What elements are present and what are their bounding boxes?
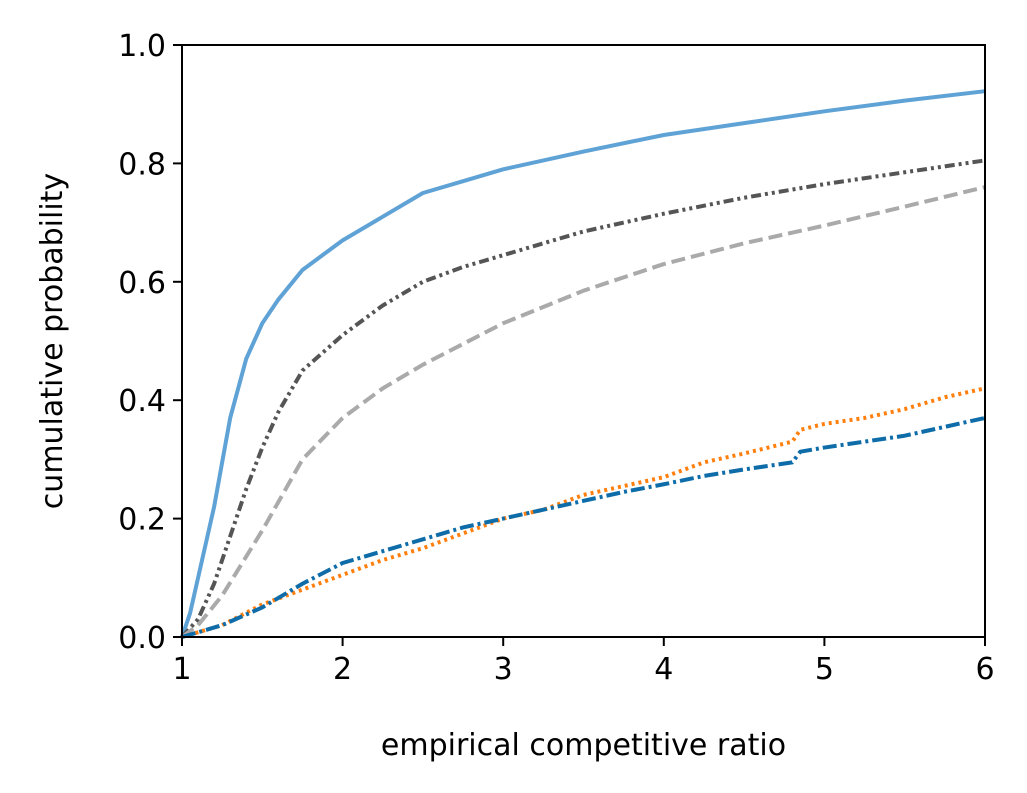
ticks-layer: 1 2 3 4 5 6 0.0 0.2 0.4 0.6 0.8 1.0 xyxy=(118,29,994,687)
series-line-2 xyxy=(180,158,986,639)
y-tick-label: 1.0 xyxy=(118,29,166,64)
x-axis-label: empirical competitive ratio xyxy=(381,728,786,763)
y-tick-label: 0.0 xyxy=(118,621,166,656)
y-tick-label: 0.8 xyxy=(118,147,166,182)
x-tick-label: 1 xyxy=(172,652,191,687)
series-line-5 xyxy=(181,416,986,639)
x-tick-label: 2 xyxy=(333,652,352,687)
y-tick-label: 0.6 xyxy=(118,266,166,301)
x-tick-label: 5 xyxy=(815,652,834,687)
y-axis-label: cumulative probability xyxy=(35,173,70,509)
x-tick-label: 3 xyxy=(494,652,513,687)
series-line-1 xyxy=(180,89,986,638)
plot-frame xyxy=(181,44,986,638)
series-layer xyxy=(180,89,986,639)
x-tick-label: 4 xyxy=(654,652,673,687)
x-tick-label: 6 xyxy=(975,652,994,687)
series-line-3 xyxy=(180,185,986,639)
y-tick-label: 0.4 xyxy=(118,384,166,419)
y-tick-label: 0.2 xyxy=(118,503,166,538)
series-line-4 xyxy=(181,386,986,639)
